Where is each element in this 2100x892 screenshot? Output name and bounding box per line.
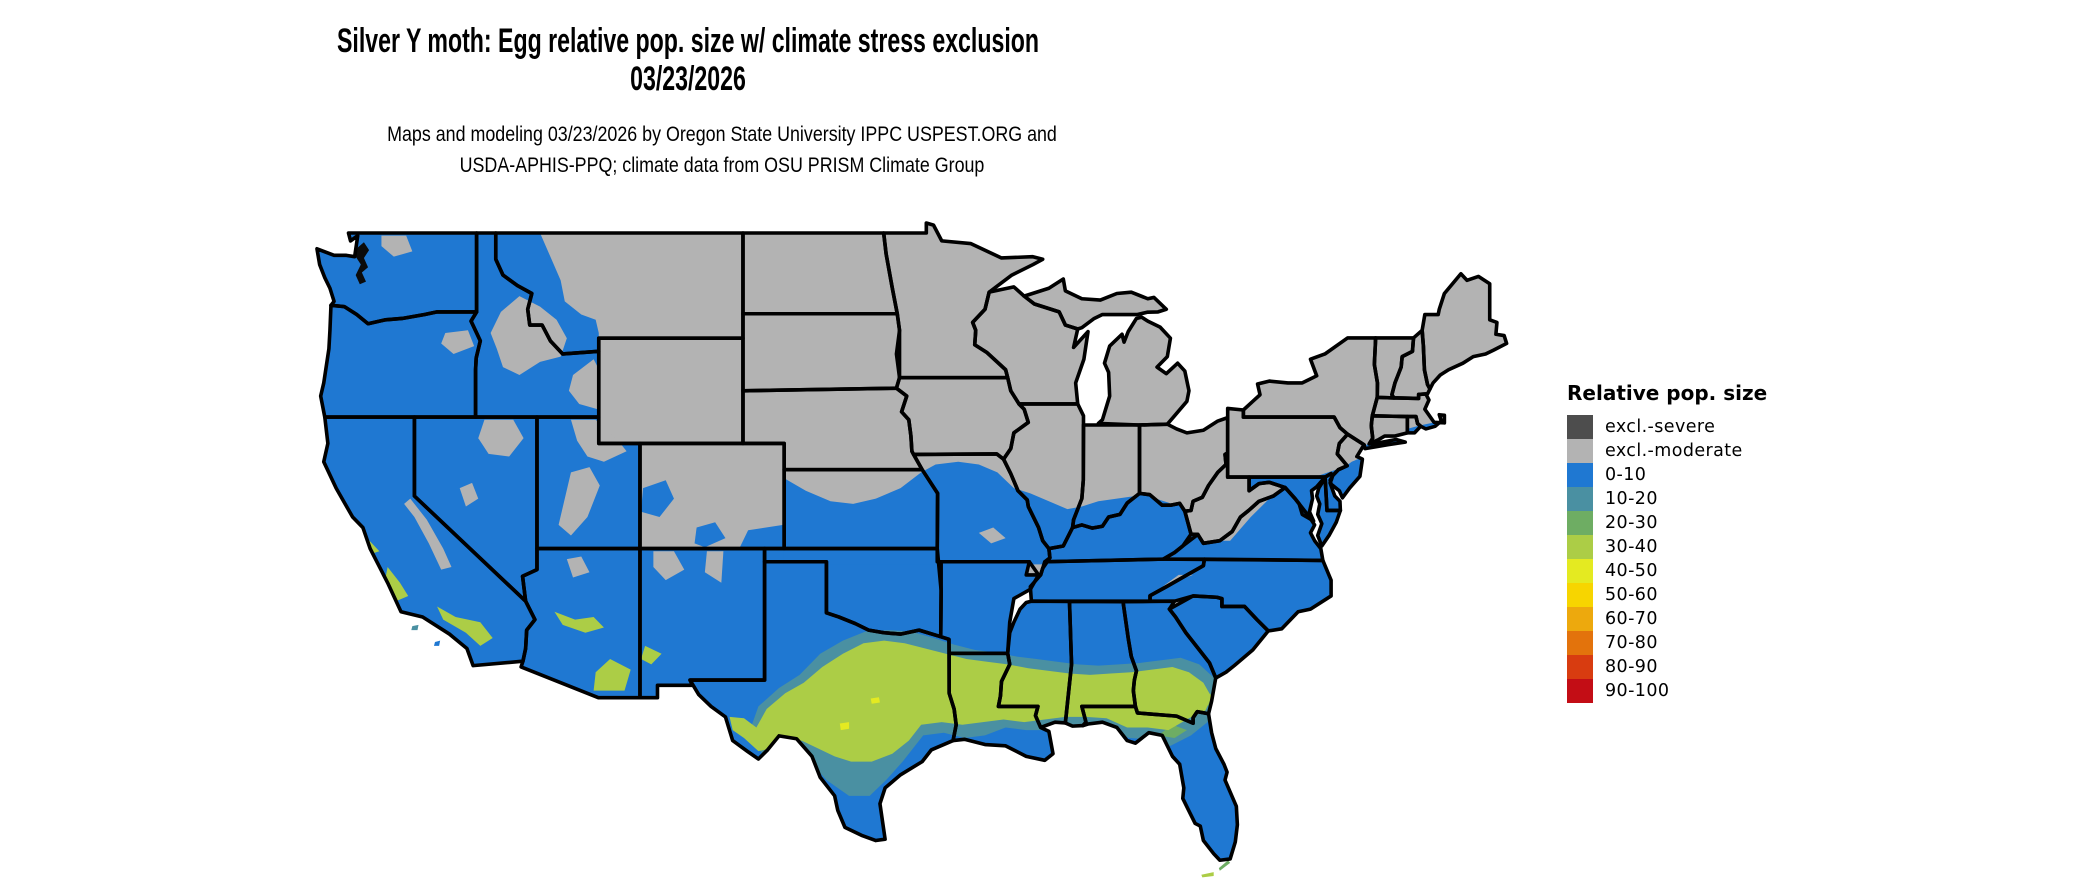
legend-swatch: [1567, 631, 1593, 655]
overlay-blue-midwest: [783, 461, 1182, 565]
islands: [411, 624, 1231, 878]
map-title-date: 03/23/2026: [630, 60, 746, 98]
florida-keys-upper: [1218, 860, 1231, 871]
legend-item: 90-100: [1567, 679, 1867, 703]
state-nd: [742, 232, 898, 314]
state-border-tx: [690, 562, 956, 841]
state-border-wi: [973, 287, 1088, 404]
state-ct: [1369, 415, 1408, 444]
state-wy: [598, 338, 743, 444]
legend-label: 10-20: [1605, 489, 1658, 509]
state-ia: [896, 377, 1029, 460]
map-legend: Relative pop. size excl.-severe excl.-mod…: [1567, 381, 1867, 703]
state-sd: [742, 313, 900, 391]
state-milp: [1098, 317, 1189, 425]
state-border-ms: [998, 601, 1071, 727]
legend-item: 50-60: [1567, 583, 1867, 607]
map-subtitle: Maps and modeling 03/23/2026 by Oregon S…: [127, 119, 1317, 181]
florida-keys-lower: [1201, 872, 1214, 878]
state-nv: [414, 417, 537, 602]
state-ar: [940, 561, 1039, 654]
state-border-md: [1249, 477, 1325, 521]
legend-item: excl.-severe: [1567, 415, 1867, 439]
legend-label: 20-30: [1605, 513, 1658, 533]
map-title-line1: Silver Y moth: Egg relative pop. size w/…: [336, 22, 1039, 60]
legend-swatch: [1567, 679, 1593, 703]
state-borders: [317, 223, 1507, 860]
legend-label: 70-80: [1605, 633, 1658, 653]
legend-label: 80-90: [1605, 657, 1658, 677]
legend-label: 30-40: [1605, 537, 1658, 557]
state-vt: [1374, 337, 1414, 398]
state-ny: [1243, 337, 1406, 449]
overlay-blue-co-se: [739, 524, 784, 548]
state-wi: [972, 286, 1089, 404]
legend-swatch: [1567, 439, 1593, 463]
legend-item: 80-90: [1567, 655, 1867, 679]
map-title: Silver Y moth: Egg relative pop. size w/…: [220, 22, 1156, 98]
legend-swatch: [1567, 463, 1593, 487]
legend-swatch: [1567, 607, 1593, 631]
state-border-me: [1422, 274, 1506, 389]
legend-item: 20-30: [1567, 511, 1867, 535]
state-border-fl: [1082, 706, 1238, 860]
state-tn: [1030, 559, 1205, 602]
legend-item: 30-40: [1567, 535, 1867, 559]
legend-label: 50-60: [1605, 585, 1658, 605]
state-or: [320, 305, 481, 418]
state-me: [1422, 273, 1507, 389]
state-fl: [1081, 706, 1238, 861]
legend-label: 40-50: [1605, 561, 1658, 581]
state-ok: [764, 548, 942, 637]
state-border-miup: [1024, 279, 1166, 329]
legend-swatch: [1567, 415, 1593, 439]
overlay-blue-co-sanluis: [694, 522, 726, 548]
overlay-yellowgreen-southwest: [367, 538, 662, 691]
state-nc: [1150, 559, 1332, 631]
legend-title: Relative pop. size: [1567, 381, 1768, 405]
state-mn: [883, 223, 1043, 378]
channel-island-1: [411, 624, 419, 631]
legend-label: excl.-moderate: [1605, 441, 1743, 461]
overlay-blue-co-west: [640, 480, 674, 518]
legend-label: excl.-severe: [1605, 417, 1716, 437]
channel-island-2: [433, 640, 441, 646]
overlay-blue-west-montana: [495, 232, 599, 354]
legend-swatch: [1567, 559, 1593, 583]
state-ne: [742, 388, 923, 470]
legend-swatch: [1567, 487, 1593, 511]
state-nm: [639, 548, 765, 698]
state-nh: [1391, 330, 1430, 399]
legend-label: 90-100: [1605, 681, 1670, 701]
state-pa: [1227, 408, 1348, 478]
overlay-blue-pa-se: [1316, 467, 1344, 477]
legend-swatch: [1567, 511, 1593, 535]
map-subtitle-line2: USDA-APHIS-PPQ; climate data from OSU PR…: [459, 154, 985, 177]
state-miup: [1024, 279, 1167, 329]
state-co: [639, 443, 785, 549]
state-border-nj: [1330, 434, 1364, 498]
overlay-yellowgreen-gulf-band: [729, 640, 1212, 762]
legend-items: excl.-severe excl.-moderate 0-10 10-20 20-30…: [1567, 415, 1867, 703]
legend-swatch: [1567, 535, 1593, 559]
legend-item: excl.-moderate: [1567, 439, 1867, 463]
map-subtitle-line1: Maps and modeling 03/23/2026 by Oregon S…: [387, 123, 1057, 146]
legend-item: 10-20: [1567, 487, 1867, 511]
legend-item: 70-80: [1567, 631, 1867, 655]
overlay-yellow-specks: [839, 697, 880, 731]
legend-swatch: [1567, 583, 1593, 607]
state-border-delmarva: [1317, 477, 1341, 546]
legend-item: 40-50: [1567, 559, 1867, 583]
legend-item: 60-70: [1567, 607, 1867, 631]
state-border-milp: [1098, 317, 1189, 425]
legend-label: 0-10: [1605, 465, 1647, 485]
state-wv: [1184, 452, 1286, 544]
legend-label: 60-70: [1605, 609, 1658, 629]
legend-swatch: [1567, 655, 1593, 679]
legend-item: 0-10: [1567, 463, 1867, 487]
puget-sound-detail: [355, 242, 370, 285]
